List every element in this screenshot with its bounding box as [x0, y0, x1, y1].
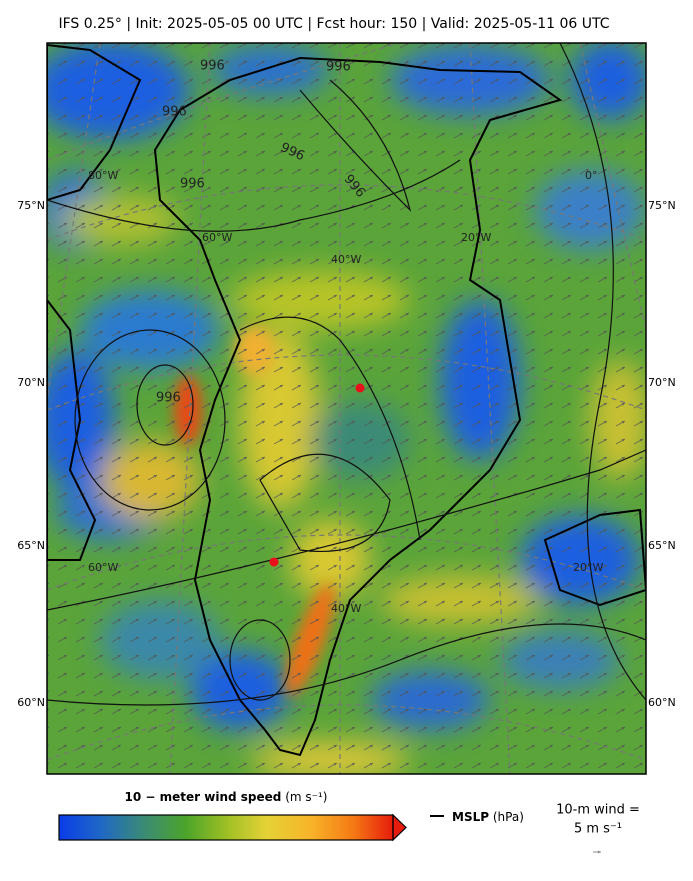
colorbar-extend [392, 813, 407, 842]
lon-label: 60°W [202, 231, 232, 244]
colorbar: 10 − meter wind speed (m s⁻¹) [58, 790, 407, 842]
lon-label: 80°W [88, 169, 118, 182]
map-frame [46, 42, 647, 775]
wind-legend-line1: 10-m wind = [556, 803, 640, 818]
lon-label: 0° [585, 169, 598, 182]
lat-label: 75°N [17, 199, 45, 212]
lat-labels: 75°N 70°N 65°N 60°N 75°N 70°N 65°N 60°N [17, 199, 675, 709]
lon-label: 20°W [573, 561, 603, 574]
contour-label: 996 [326, 60, 351, 75]
contour-label: 996 [156, 391, 181, 406]
legend: MSLP (hPa) 10-m wind = 5 m s⁻¹ [430, 803, 640, 854]
contour-labels: 996 996 996 996 996 996 996 [156, 59, 368, 406]
map-field [47, 43, 646, 774]
lat-label: 70°N [17, 376, 45, 389]
wind-legend-arrowhead [598, 850, 601, 854]
lat-label: 70°N [648, 376, 676, 389]
lat-label: 65°N [17, 539, 45, 552]
lat-label: 65°N [648, 539, 676, 552]
colorbar-label: 10 − meter wind speed (m s⁻¹) [125, 790, 328, 804]
lon-label: 60°W [88, 561, 118, 574]
contour-label: 996 [200, 59, 225, 74]
mslp-label: MSLP [452, 810, 489, 824]
colorbar-label-bold: 10 − meter wind speed [125, 790, 282, 804]
contour-label: 996 [162, 105, 187, 120]
colorbar-frame [58, 814, 394, 841]
lat-label: 75°N [648, 199, 676, 212]
lat-label: 60°N [17, 696, 45, 709]
lon-labels: 80°W 60°W 40°W 20°W 0° 60°W 40°W 20°W [88, 169, 603, 615]
wind-legend-line2: 5 m s⁻¹ [574, 822, 622, 837]
lon-label: 40°W [331, 602, 361, 615]
lon-label: 40°W [331, 253, 361, 266]
lat-label: 60°N [648, 696, 676, 709]
title: IFS 0.25° | Init: 2025-05-05 00 UTC | Fc… [58, 16, 609, 32]
colorbar-scale [59, 815, 393, 840]
mslp-legend-label: MSLP (hPa) [452, 810, 524, 824]
lon-label: 20°W [461, 231, 491, 244]
contour-label: 996 [180, 177, 205, 192]
colorbar-label-unit: (m s⁻¹) [285, 790, 327, 804]
mslp-unit: (hPa) [493, 810, 524, 824]
